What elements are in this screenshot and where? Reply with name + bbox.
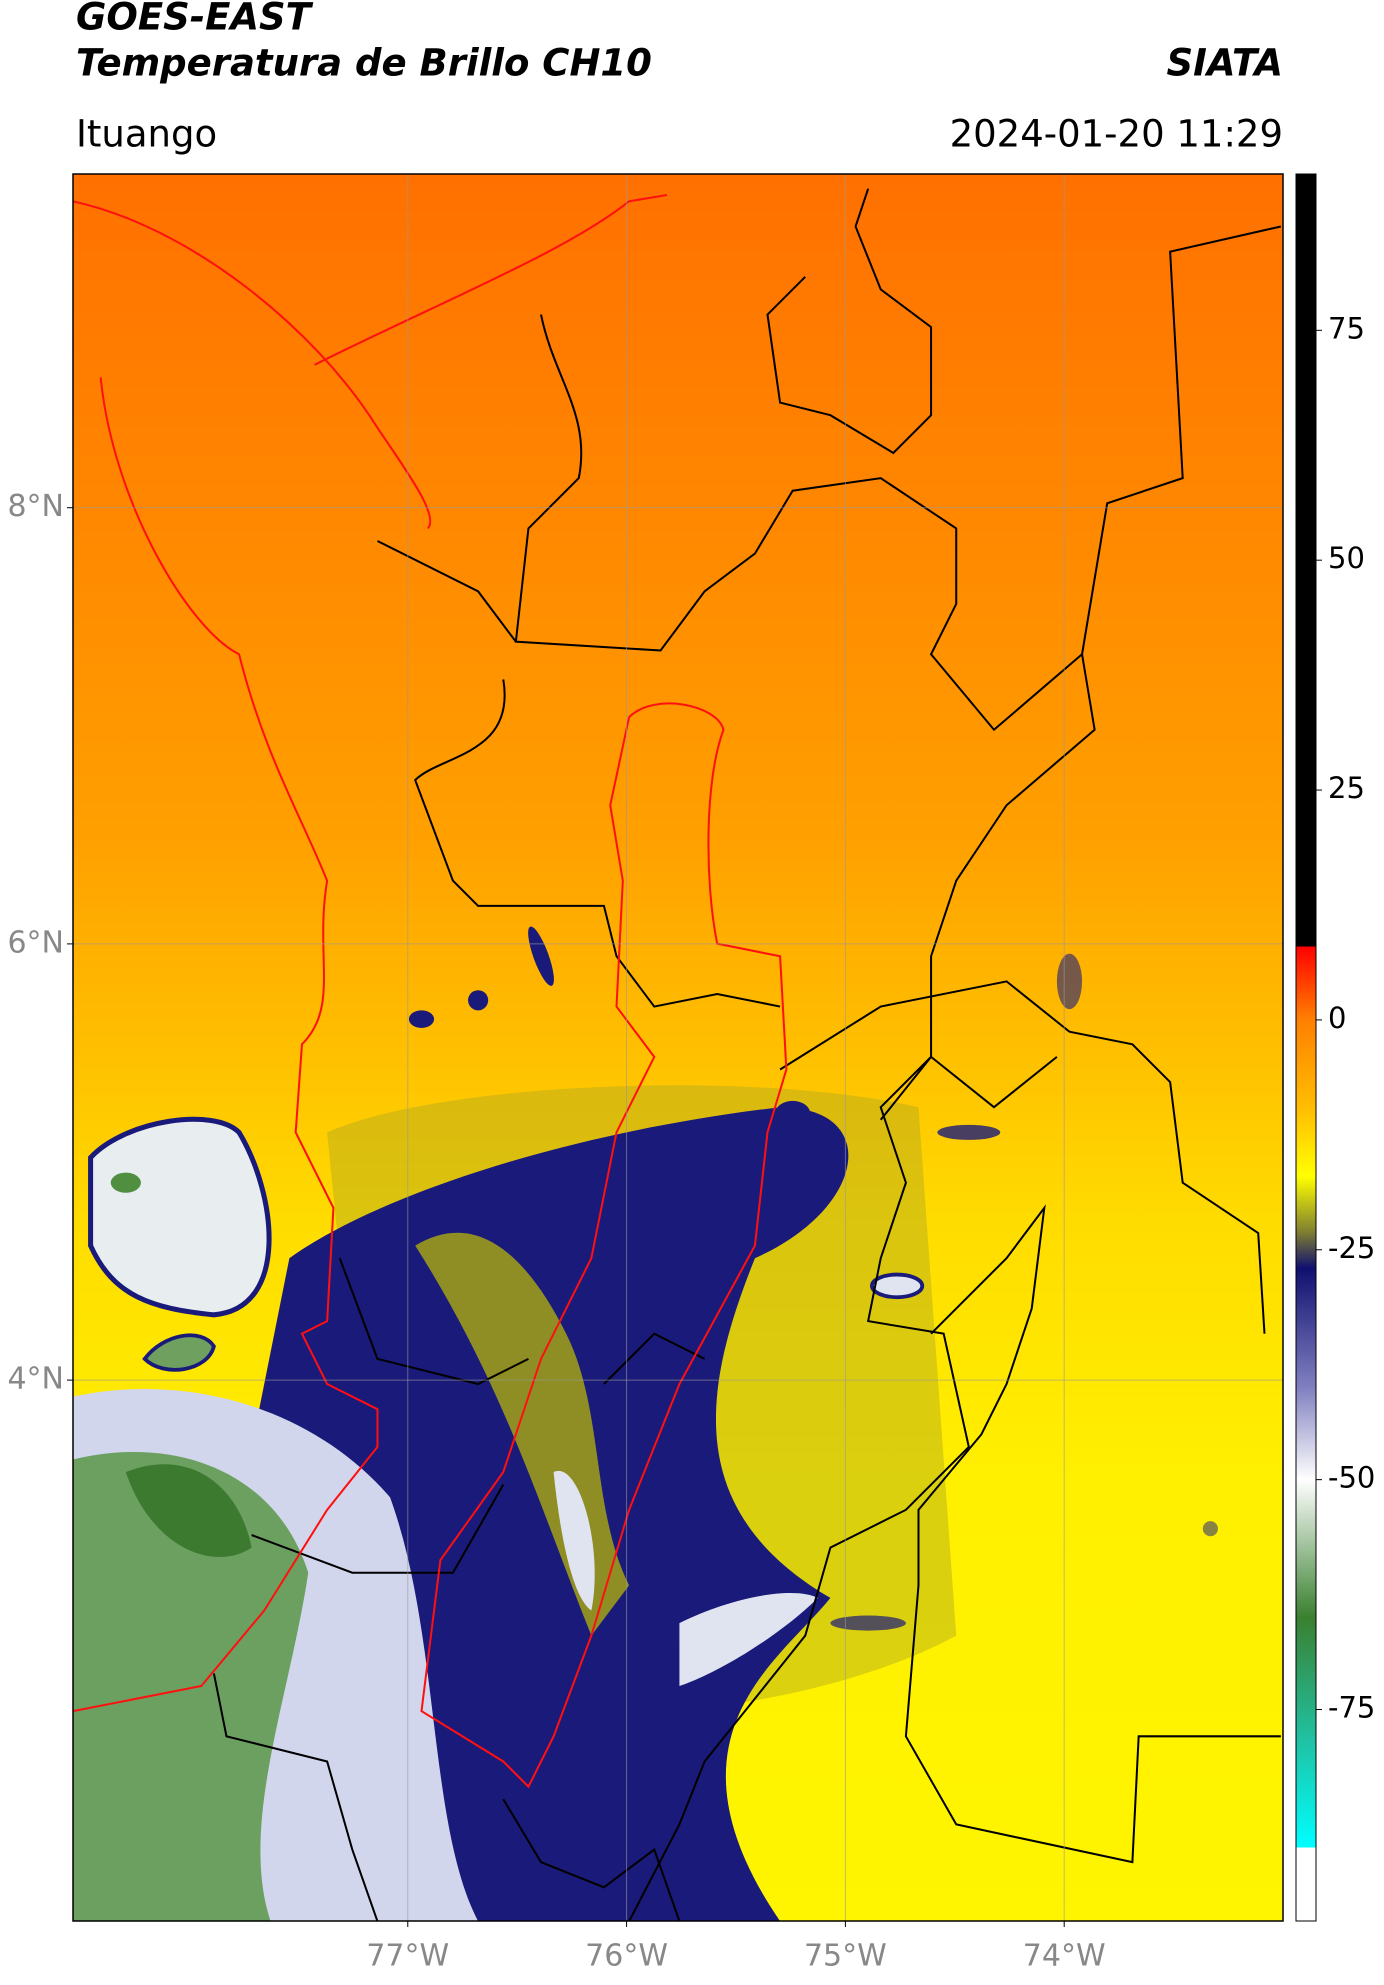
lon-tick-label: 75°W [804, 1939, 887, 1974]
lon-tick-label: 77°W [366, 1939, 449, 1974]
lat-tick-label: 6°N [7, 925, 64, 960]
grid [73, 174, 1283, 1921]
colorbar-tick-label: 50 [1328, 541, 1365, 575]
colorbar [1295, 173, 1317, 1922]
title: GOES-EAST [76, 0, 314, 39]
colorbar-tick-label: -50 [1328, 1461, 1375, 1495]
lat-tick-label: 4°N [7, 1362, 64, 1397]
colorbar-tick-label: -25 [1328, 1231, 1375, 1265]
lon-tick-label: 74°W [1023, 1939, 1106, 1974]
colorbar-tick-label: 25 [1328, 771, 1365, 805]
colorbar-tick-label: 75 [1328, 311, 1365, 345]
colorbar-tick-label: -75 [1328, 1691, 1375, 1725]
colorbar-tick-label: 0 [1328, 1001, 1346, 1035]
timestamp: 2024-01-20 11:29 [950, 113, 1283, 156]
subtitle: Temperatura de Brillo CH10 [76, 42, 652, 85]
region: Ituango [76, 113, 217, 156]
lon-tick-label: 76°W [585, 1939, 668, 1974]
map-image [73, 174, 1283, 1921]
source: SIATA [1166, 42, 1283, 85]
lat-tick-label: 8°N [7, 489, 64, 524]
map-frame [72, 173, 1284, 1922]
